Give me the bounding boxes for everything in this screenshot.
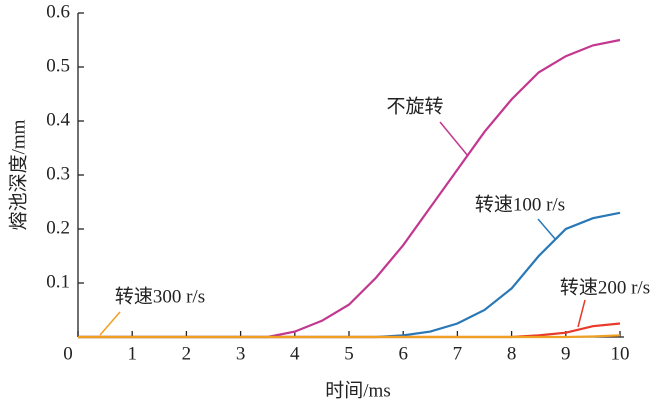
y-tick-label: 0.6 bbox=[46, 1, 70, 22]
x-tick-label: 2 bbox=[182, 343, 192, 364]
x-tick-label: 7 bbox=[453, 343, 463, 364]
x-tick-label: 9 bbox=[561, 343, 571, 364]
annotation-leader bbox=[537, 218, 557, 241]
y-tick-label: 0.3 bbox=[46, 163, 70, 184]
legend-label: 不旋转 bbox=[386, 95, 443, 117]
series-line bbox=[78, 211, 621, 339]
x-axis-label: 时间/ms bbox=[325, 379, 390, 401]
y-tick-label: 0.5 bbox=[46, 55, 70, 76]
x-tick-label: 3 bbox=[236, 343, 246, 364]
y-tick-label: 0.1 bbox=[46, 271, 70, 292]
x-tick-label: 5 bbox=[344, 343, 354, 364]
x-tick-label: 1 bbox=[127, 343, 137, 364]
legend-label: 转速100 r/s bbox=[475, 193, 565, 215]
series-line bbox=[78, 334, 621, 339]
legend-label: 转速300 r/s bbox=[115, 285, 205, 307]
x-tick-label: 10 bbox=[611, 343, 630, 364]
annotation-leader bbox=[439, 121, 469, 157]
legend-label: 转速200 r/s bbox=[560, 276, 650, 298]
x-tick-label: 6 bbox=[398, 343, 408, 364]
y-tick-label: 0.4 bbox=[46, 109, 70, 130]
x-tick-label: 8 bbox=[507, 343, 517, 364]
x-tick-label: 0 bbox=[63, 343, 73, 364]
y-tick-label: 0.2 bbox=[46, 217, 70, 238]
x-tick-label: 4 bbox=[290, 343, 300, 364]
annotation-leader bbox=[577, 299, 586, 328]
y-axis-label: 熔池深度/mm bbox=[7, 119, 29, 230]
annotation-leader bbox=[99, 311, 121, 336]
